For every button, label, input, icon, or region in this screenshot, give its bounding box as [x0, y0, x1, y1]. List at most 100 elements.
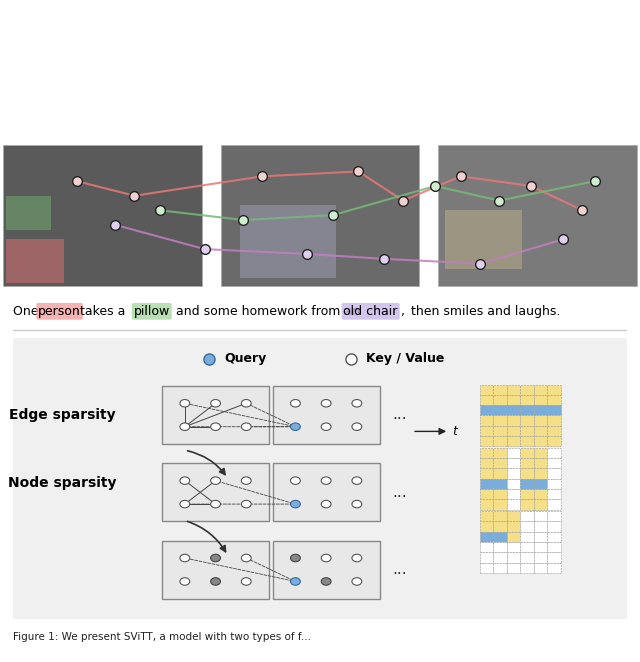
- Bar: [520, 436, 534, 446]
- Bar: [493, 458, 507, 469]
- Bar: [493, 552, 507, 563]
- Circle shape: [211, 578, 220, 585]
- Text: pillow: pillow: [134, 305, 170, 318]
- Circle shape: [321, 500, 331, 508]
- Bar: [547, 395, 561, 405]
- Bar: [520, 499, 534, 510]
- Bar: [507, 416, 520, 426]
- Text: ...: ...: [392, 562, 407, 577]
- Circle shape: [180, 477, 189, 485]
- Circle shape: [180, 500, 189, 508]
- Bar: [493, 479, 507, 489]
- Bar: [6, 240, 64, 283]
- Circle shape: [352, 477, 362, 485]
- Text: pillow: pillow: [134, 305, 170, 318]
- Bar: [534, 436, 547, 446]
- Bar: [480, 522, 493, 532]
- Bar: [520, 469, 534, 479]
- Bar: [520, 458, 534, 469]
- Bar: [547, 385, 561, 395]
- Bar: [520, 416, 534, 426]
- Bar: [520, 479, 534, 489]
- Bar: [480, 385, 493, 395]
- Bar: [547, 522, 561, 532]
- Bar: [547, 479, 561, 489]
- Bar: [520, 489, 534, 499]
- Bar: [507, 542, 520, 552]
- Circle shape: [241, 578, 251, 585]
- Bar: [534, 469, 547, 479]
- Bar: [480, 436, 493, 446]
- Bar: [507, 436, 520, 446]
- Bar: [534, 563, 547, 573]
- Text: ,: ,: [401, 305, 404, 318]
- Bar: [520, 563, 534, 573]
- Bar: [520, 522, 534, 532]
- Bar: [493, 416, 507, 426]
- Circle shape: [180, 578, 189, 585]
- Circle shape: [321, 554, 331, 562]
- Text: Figure 1: We present SViTT, a model with two types of f...: Figure 1: We present SViTT, a model with…: [13, 632, 311, 642]
- Circle shape: [352, 554, 362, 562]
- Bar: [507, 511, 520, 522]
- Bar: [534, 426, 547, 436]
- FancyBboxPatch shape: [162, 541, 269, 599]
- Bar: [480, 499, 493, 510]
- Text: ...: ...: [392, 485, 407, 500]
- Bar: [534, 479, 547, 489]
- Circle shape: [321, 578, 331, 585]
- Bar: [507, 385, 520, 395]
- Bar: [493, 448, 507, 458]
- Bar: [547, 448, 561, 458]
- Circle shape: [241, 423, 251, 430]
- Bar: [480, 458, 493, 469]
- Bar: [547, 489, 561, 499]
- Text: Edge sparsity: Edge sparsity: [8, 408, 115, 422]
- Circle shape: [321, 477, 331, 485]
- Bar: [547, 511, 561, 522]
- Circle shape: [241, 500, 251, 508]
- Circle shape: [352, 500, 362, 508]
- Circle shape: [291, 500, 300, 508]
- Circle shape: [321, 423, 331, 430]
- Bar: [480, 479, 493, 489]
- Text: person: person: [38, 305, 81, 318]
- Circle shape: [180, 399, 189, 407]
- FancyBboxPatch shape: [162, 386, 269, 444]
- Bar: [520, 426, 534, 436]
- Text: Node sparsity: Node sparsity: [8, 476, 116, 490]
- Bar: [547, 563, 561, 573]
- Bar: [547, 436, 561, 446]
- Bar: [507, 426, 520, 436]
- Circle shape: [211, 477, 220, 485]
- Bar: [547, 552, 561, 563]
- Bar: [507, 458, 520, 469]
- Circle shape: [211, 500, 220, 508]
- Bar: [547, 458, 561, 469]
- FancyBboxPatch shape: [162, 463, 269, 522]
- Bar: [547, 532, 561, 542]
- Bar: [6, 196, 51, 230]
- Bar: [493, 532, 507, 542]
- Bar: [480, 563, 493, 573]
- Bar: [507, 532, 520, 542]
- Bar: [480, 426, 493, 436]
- Bar: [445, 211, 522, 269]
- Bar: [520, 511, 534, 522]
- Bar: [480, 511, 493, 522]
- Bar: [534, 405, 547, 416]
- Circle shape: [241, 554, 251, 562]
- Bar: [520, 552, 534, 563]
- Bar: [480, 395, 493, 405]
- Bar: [534, 511, 547, 522]
- Bar: [534, 448, 547, 458]
- Bar: [547, 542, 561, 552]
- Bar: [480, 552, 493, 563]
- Bar: [534, 532, 547, 542]
- Text: ...: ...: [392, 408, 407, 422]
- FancyBboxPatch shape: [273, 463, 380, 522]
- Bar: [534, 552, 547, 563]
- Circle shape: [241, 477, 251, 485]
- Bar: [240, 205, 336, 278]
- Circle shape: [291, 578, 300, 585]
